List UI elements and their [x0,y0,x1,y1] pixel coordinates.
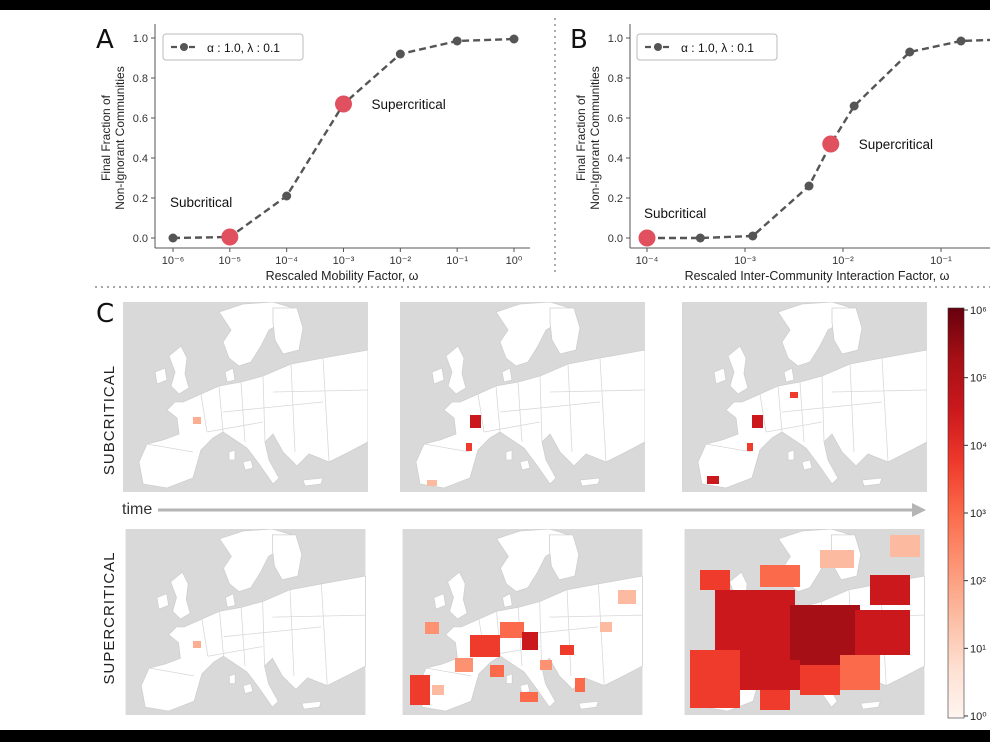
map-spread-cluster [690,535,920,710]
figure-svg: A 0.0 0.2 0.4 0.6 0.8 1.0 10⁻⁶ 10⁻⁵ 10⁻⁴ 10⁻³ 10⁻² 1… [95,18,990,723]
y-tick-label: 1.0 [608,33,623,45]
y-tick-label: 0.2 [608,193,623,205]
legend-box [162,33,304,61]
map-sup-t3 [684,529,925,715]
colorbar-tick-label: 10¹ [970,643,986,655]
x-tick-label: 10⁻³ [734,255,756,267]
data-point [695,233,705,243]
x-tick-label: 10⁰ [506,255,523,267]
highlight-point [822,135,840,153]
y-tick-label: 0.2 [133,193,148,205]
x-axis-label: Rescaled Mobility Factor, ω [266,269,419,283]
colorbar-ticks: 10⁶ 10⁵ 10⁴ 10³ 10² 10¹ 10⁰ [964,305,987,723]
x-tick-label: 10⁻³ [333,255,355,267]
x-tick-label: 10⁻² [832,255,854,267]
x-tick-label: 10⁻⁴ [275,255,298,267]
data-point [509,34,519,44]
panel-a: A 0.0 0.2 0.4 0.6 0.8 1.0 10⁻⁶ 10⁻⁵ 10⁻⁴ 10⁻³ 10⁻² 1… [96,24,530,283]
y-axis-label-line: Non-Ignorant Communities [113,66,127,209]
map-sub-t2 [400,302,645,492]
highlight-label: Supercritical [372,97,446,112]
map-sub-t1 [123,302,368,492]
colorbar-tick-label: 10⁵ [970,373,987,385]
colorbar-tick-label: 10⁶ [970,305,987,317]
highlight-label: Subcritical [170,195,232,210]
x-tick-label: 10⁻⁵ [219,255,242,267]
map-hotspot [466,443,472,451]
map-sub-t3 [682,302,927,492]
x-tick-label: 10⁻⁶ [162,255,185,267]
y-axis-label-line: Final Fraction of [574,94,588,181]
highlight-point [335,95,352,113]
panel-letter: A [96,25,114,55]
legend-marker [654,43,662,51]
data-point [748,231,758,241]
map-sup-t1 [125,529,366,715]
colorbar-tick-label: 10⁴ [970,440,987,452]
y-tick-label: 0.8 [133,73,148,85]
map-hotspot [193,417,201,424]
panel-c: C SUBCRITICAL SUPERCRITICAL time [96,299,987,723]
legend-label: α : 1.0, λ : 0.1 [681,41,754,55]
map-spread-cluster [410,590,636,705]
y-axis-label-line: Final Fraction of [99,94,113,181]
map-hotspot [707,476,719,484]
map-hotspot [752,415,763,428]
colorbar [947,307,965,719]
data-point [168,233,178,243]
map-hotspot [193,641,201,648]
y-tick-label: 0.8 [608,73,623,85]
series-line [647,38,990,240]
y-tick-label: 0.0 [133,233,148,245]
data-point [804,181,814,191]
colorbar-tick-label: 10⁰ [970,711,987,723]
figure-canvas: A 0.0 0.2 0.4 0.6 0.8 1.0 10⁻⁶ 10⁻⁵ 10⁻⁴ 10⁻³ 10⁻² 1… [0,10,990,730]
y-axis-label-line: Non-Ignorant Communities [588,66,602,209]
legend-label: α : 1.0, λ : 0.1 [207,41,280,55]
data-point [395,49,405,59]
time-arrow-head [912,503,926,517]
y-tick-label: 0.4 [608,153,623,165]
x-tick-label: 10⁻¹ [446,255,468,267]
map-sup-t2 [402,529,643,715]
panel-letter: B [570,25,588,55]
y-tick-label: 0.0 [608,233,623,245]
data-point [956,36,966,46]
x-tick-label: 10⁻¹ [930,255,952,267]
highlight-label: Subcritical [644,206,706,221]
legend-marker [180,43,188,51]
y-axis-label: Final Fraction ofNon-Ignorant Communitie… [99,66,127,209]
map-hotspot [427,480,437,486]
y-tick-label: 1.0 [133,33,148,45]
highlight-point [638,229,656,247]
map-hotspot [790,392,798,398]
map-hotspot [747,443,753,451]
data-point [282,191,292,201]
y-tick-label: 0.6 [133,113,148,125]
highlight-point [221,228,239,246]
data-point [905,47,915,57]
colorbar-tick-label: 10³ [970,508,986,520]
panel-c-letter: C [96,299,114,329]
legend-box [636,33,778,61]
time-label: time [122,501,152,518]
panel-b: B 0.0 0.2 0.4 0.6 0.8 1.0 10⁻⁴ 10⁻³ 10⁻² 10⁻¹ Resca… [570,24,990,283]
row-label-supercritical: SUPERCRITICAL [101,551,118,684]
y-tick-label: 0.4 [133,153,148,165]
x-axis-label: Rescaled Inter-Community Interaction Fac… [685,269,950,283]
y-tick-label: 0.6 [608,113,623,125]
y-axis-label: Final Fraction ofNon-Ignorant Communitie… [574,66,602,209]
data-point [849,101,859,111]
highlight-label: Supercritical [859,137,933,152]
colorbar-tick-label: 10² [970,576,986,588]
map-hotspot [470,415,481,428]
x-tick-label: 10⁻² [389,255,411,267]
x-tick-label: 10⁻⁴ [636,255,659,267]
data-point [452,36,462,46]
row-label-subcritical: SUBCRITICAL [101,365,118,475]
